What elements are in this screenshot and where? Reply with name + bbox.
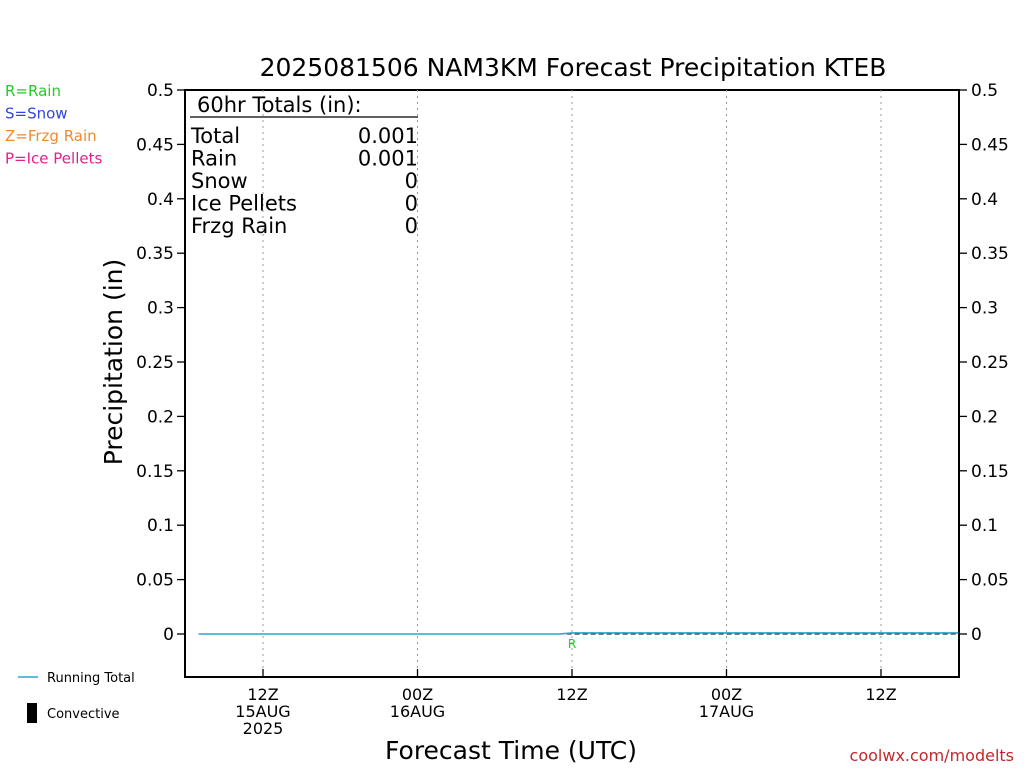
running-total-label: Running Total [47, 671, 135, 686]
grid-lines [262, 90, 882, 677]
totals-row-value: 0.001 [358, 147, 418, 171]
x-tick-label: 15AUG [235, 702, 290, 721]
totals-row-value: 0 [405, 169, 418, 193]
totals-row-value: 0 [405, 214, 418, 238]
y-tick-label-right: 0.45 [971, 135, 1009, 155]
running-total-line [198, 632, 959, 635]
precip-type-marker: R [568, 637, 576, 651]
totals-row-label: Ice Pellets [191, 192, 297, 216]
convective-swatch [27, 703, 37, 723]
y-tick-label: 0.4 [147, 190, 174, 210]
y-tick-label: 0.15 [136, 462, 174, 482]
y-axis-right: 0 0.05 0.1 0.15 0.2 0.25 0.3 0.35 0.4 0.45 0.5 [959, 81, 1009, 645]
y-tick-label: 0.1 [147, 516, 174, 536]
y-axis-left: 0 0.05 0.1 0.15 0.2 0.25 0.3 0.35 0.4 0.45 0.5 [136, 81, 185, 645]
totals-row-label: Rain [191, 147, 237, 171]
x-tick-label: 2025 [243, 719, 284, 738]
x-axis-label: Forecast Time (UTC) [385, 736, 637, 765]
totals-row-value: 0.001 [358, 124, 418, 148]
y-tick-label-right: 0.3 [971, 299, 998, 319]
y-tick-label: 0.2 [147, 407, 174, 427]
y-tick-label-right: 0.5 [971, 81, 998, 101]
x-tick-label: 16AUG [390, 702, 445, 721]
x-tick-label: 12Z [556, 685, 587, 704]
y-tick-label: 0.3 [147, 299, 174, 319]
y-tick-label: 0.05 [136, 571, 174, 591]
precip-type-legend-item: P=Ice Pellets [5, 150, 102, 168]
precip-type-legend-item: S=Snow [5, 105, 68, 123]
precip-type-legend: R=Rain S=Snow Z=Frzg Rain P=Ice Pellets [5, 82, 102, 168]
precip-type-legend-item: Z=Frzg Rain [5, 127, 97, 145]
totals-row-label: Snow [191, 169, 248, 193]
y-tick-label-right: 0.35 [971, 244, 1009, 264]
y-axis-label: Precipitation (in) [99, 259, 128, 466]
totals-row-label: Frzg Rain [191, 214, 287, 238]
y-tick-label-right: 0.4 [971, 190, 998, 210]
credit-text: coolwx.com/modelts [850, 746, 1014, 765]
y-tick-label-right: 0 [971, 625, 982, 645]
y-tick-label-right: 0.15 [971, 462, 1009, 482]
y-tick-label-right: 0.1 [971, 516, 998, 536]
bottom-legend: Running Total Convective [18, 671, 135, 723]
y-tick-label: 0 [163, 625, 174, 645]
totals-row-value: 0 [405, 192, 418, 216]
x-tick-label: 17AUG [699, 702, 754, 721]
x-tick-label: 12Z [865, 685, 896, 704]
y-tick-label-right: 0.25 [971, 353, 1009, 373]
totals-row-label: Total [190, 124, 240, 148]
y-tick-label-right: 0.2 [971, 407, 998, 427]
totals-header: 60hr Totals (in): [197, 93, 362, 117]
y-tick-label: 0.25 [136, 353, 174, 373]
y-tick-label: 0.35 [136, 244, 174, 264]
chart-title: 2025081506 NAM3KM Forecast Precipitation… [260, 53, 887, 82]
x-tick-label: 00Z [402, 685, 433, 704]
x-tick-label: 12Z [247, 685, 278, 704]
convective-label: Convective [47, 707, 120, 722]
y-tick-label-right: 0.05 [971, 571, 1009, 591]
totals-box: 60hr Totals (in): Total 0.001 Rain 0.001 Sno… [190, 93, 418, 238]
y-tick-label: 0.45 [136, 135, 174, 155]
x-tick-label: 00Z [711, 685, 742, 704]
y-tick-label: 0.5 [147, 81, 174, 101]
series-layer: R [198, 632, 959, 651]
precip-type-legend-item: R=Rain [5, 82, 61, 100]
